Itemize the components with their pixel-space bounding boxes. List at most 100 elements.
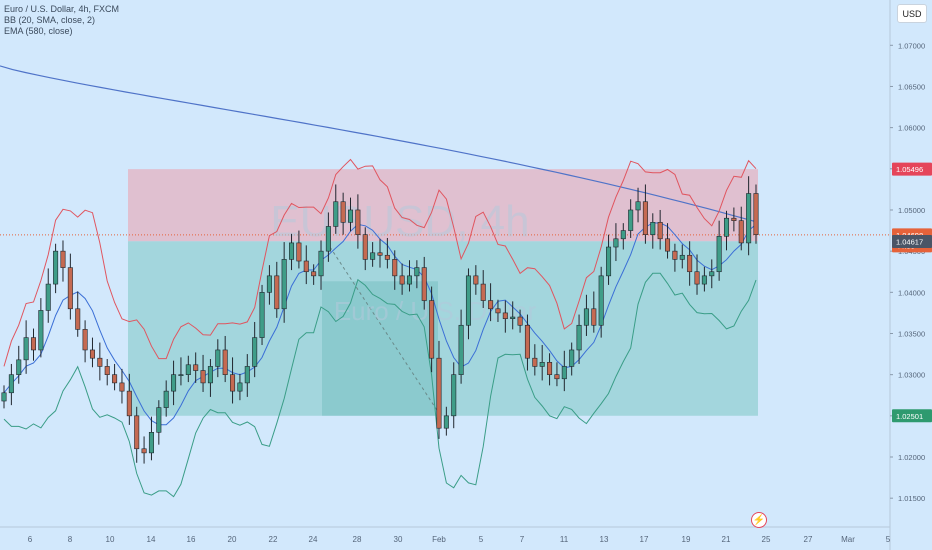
candle-body — [429, 300, 435, 359]
candle-body — [488, 300, 494, 310]
candlesticks — [1, 176, 759, 464]
candle-body — [75, 308, 81, 330]
candle-body — [620, 230, 626, 240]
candle-body — [377, 252, 383, 256]
legend-symbol[interactable]: Euro / U.S. Dollar, 4h, FXCM — [4, 4, 120, 14]
watermark-name: Euro / U.S. Dollar — [334, 296, 537, 326]
candle-body — [613, 238, 619, 248]
candle-body — [200, 370, 206, 384]
candle-body — [701, 275, 707, 285]
path-line — [329, 246, 439, 412]
candle-body — [355, 209, 361, 235]
candle-body — [421, 267, 427, 301]
time-tick-label: 24 — [309, 535, 318, 544]
price-label-stop-text: 1.05496 — [896, 165, 923, 174]
time-tick-label: 27 — [804, 535, 813, 544]
price-label-target — [892, 409, 932, 423]
bb-upper-band — [3, 158, 757, 367]
candle-body — [259, 292, 265, 338]
price-tick-label: 1.03500 — [898, 329, 925, 338]
candle-body — [473, 275, 479, 285]
legend-bb[interactable]: BB (20, SMA, close, 2) — [4, 15, 96, 25]
time-tick-label: 7 — [520, 535, 525, 544]
price-axis-bg — [890, 0, 932, 550]
candle-body — [517, 316, 523, 326]
take-profit-zone — [128, 241, 758, 416]
candle-body — [399, 275, 405, 285]
price-tick-label: 1.06500 — [898, 82, 925, 91]
watermark-symbol: EURUSD, 4h — [270, 197, 529, 246]
candle-body — [266, 275, 272, 293]
candle-body — [82, 329, 88, 351]
price-tick-label: 1.05000 — [898, 206, 925, 215]
time-tick-label: 17 — [640, 535, 649, 544]
candle-body — [458, 324, 464, 375]
candle-body — [370, 252, 376, 260]
candle-body — [598, 275, 604, 326]
candle-body — [244, 366, 250, 384]
time-tick-label: 16 — [187, 535, 196, 544]
candle-body — [119, 382, 125, 392]
candle-body — [465, 275, 471, 326]
price-tick-label: 1.03000 — [898, 371, 925, 380]
candle-body — [502, 312, 508, 319]
candle-body — [207, 366, 213, 384]
candle-body — [679, 254, 685, 260]
candle-body — [97, 357, 103, 367]
candle-body — [753, 193, 759, 235]
ema-line — [0, 65, 759, 223]
candle-body — [443, 415, 449, 429]
lightning-icon[interactable]: ⚡ — [751, 512, 767, 528]
symbol-watermark: EURUSD, 4h Euro / U.S. Dollar — [270, 197, 536, 326]
legend-ema[interactable]: EMA (580, close) — [4, 26, 73, 36]
candle-body — [163, 390, 169, 408]
candle-body — [524, 324, 530, 359]
candle-body — [30, 337, 37, 351]
price-label-ema — [892, 235, 932, 249]
candle-body — [495, 308, 501, 314]
candle-body — [539, 362, 545, 367]
price-axis[interactable]: 1.070001.065001.060001.055001.050001.045… — [889, 0, 932, 550]
candle-body — [657, 222, 663, 240]
time-tick-label: 5 — [479, 535, 484, 544]
time-tick-label: 21 — [722, 535, 731, 544]
candle-body — [171, 374, 177, 392]
candle-body — [554, 374, 560, 380]
candle-body — [23, 337, 29, 361]
candle-body — [156, 407, 162, 433]
position-zones[interactable] — [0, 169, 890, 416]
price-tick-label: 1.07000 — [898, 41, 925, 50]
candle-body — [274, 275, 280, 310]
candle-body — [252, 337, 258, 367]
candle-body — [230, 374, 236, 392]
time-tick-label: 19 — [682, 535, 691, 544]
ema-curve — [0, 65, 759, 223]
candle-body — [67, 267, 73, 310]
time-tick-label: 28 — [353, 535, 362, 544]
candle-body — [178, 374, 184, 376]
candle-body — [547, 362, 553, 375]
candle-body — [333, 201, 339, 227]
price-tick-label: 1.06000 — [898, 124, 925, 133]
price-label-ema-text: 1.04617 — [896, 238, 923, 247]
candle-body — [1, 392, 7, 402]
time-tick-label: 25 — [762, 535, 771, 544]
chart-legend: Euro / U.S. Dollar, 4h, FXCM BB (20, SMA… — [4, 4, 119, 37]
price-tick-label: 1.01500 — [898, 494, 925, 503]
candle-body — [148, 432, 154, 454]
candle-body — [723, 217, 730, 237]
currency-button[interactable]: USD — [897, 4, 927, 23]
candle-body — [583, 308, 589, 326]
candle-body — [591, 308, 597, 326]
time-axis[interactable]: 6 8 10 14 16 20 22 24 28 30 Feb 5 7 11 13 17 19 21 25 27 Mar… — [0, 526, 891, 544]
candle-body — [318, 250, 324, 277]
candle-body — [709, 271, 715, 277]
price-label-stop — [892, 162, 932, 176]
candle-body — [569, 349, 575, 367]
price-label-target-text: 1.02501 — [896, 412, 923, 421]
candle-body — [141, 448, 147, 454]
time-tick-label: Feb — [432, 535, 446, 544]
candle-body — [738, 220, 744, 244]
